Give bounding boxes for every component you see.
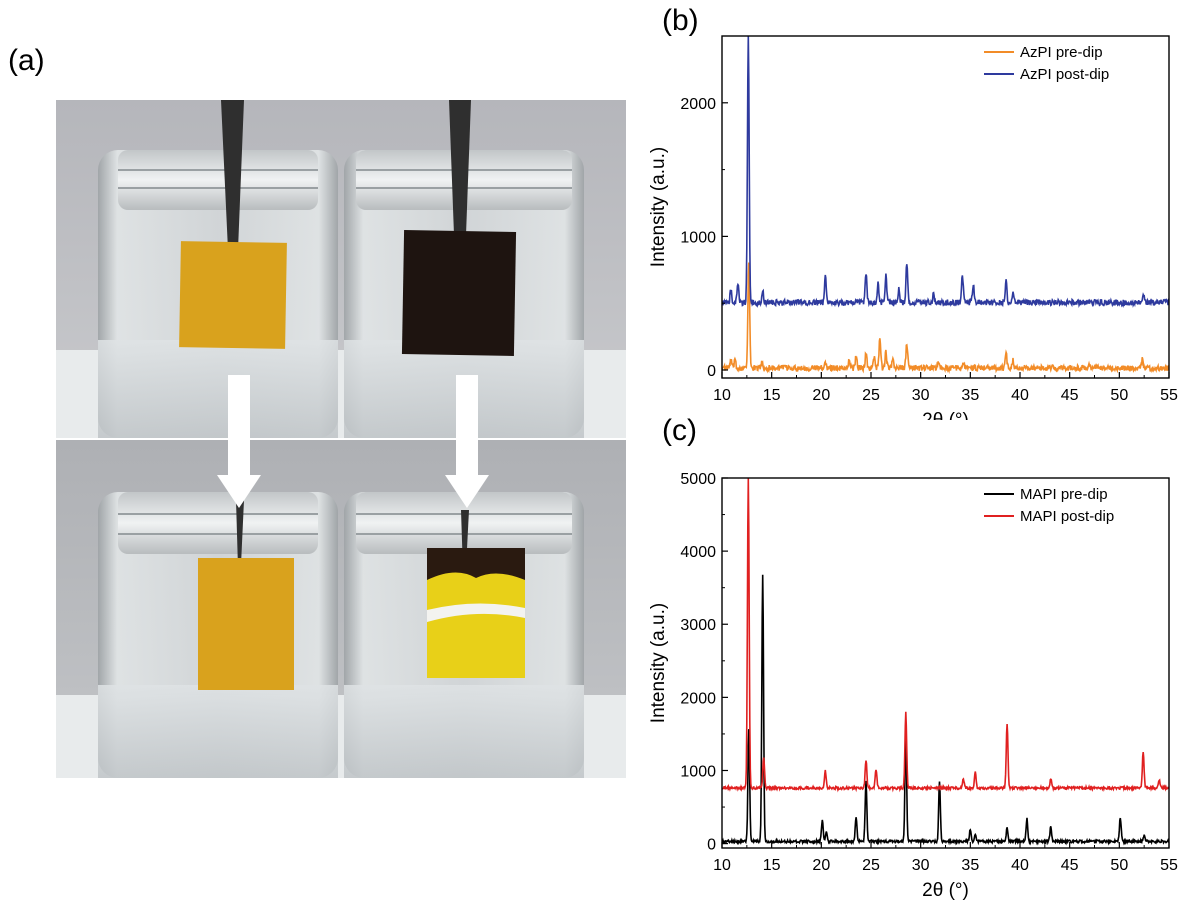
y-axis-label: Intensity (a.u.) [648,603,669,723]
series-line-b-0 [722,262,1169,374]
x-tick-label: 20 [812,387,830,404]
series-line-c-0 [722,574,1169,846]
down-arrow-icon [217,375,261,508]
xrd-chart-azpi: 10 15 20 25 30 35 40 45 50 55 0 1000 2000 2θ (°) Inten… [648,35,1178,420]
legend-entry: AzPI pre-dip [1020,44,1103,61]
down-arrow-icon [445,375,489,508]
y-tick-label: 4000 [680,544,716,561]
legend-entry: AzPI post-dip [1020,66,1109,83]
x-tick-label: 50 [1110,857,1128,874]
legend-entry: MAPI post-dip [1020,508,1114,525]
y-tick-label: 1000 [680,763,716,780]
azpi-film-before [179,241,287,349]
mapi-film-before [401,230,517,356]
x-tick-label: 15 [763,387,781,404]
x-axis-label: 2θ (°) [922,880,969,901]
panel-label-b: (b) [662,4,699,37]
photo-after [56,440,626,778]
x-axis-label: 2θ (°) [922,410,969,420]
x-tick-label: 45 [1061,857,1079,874]
plot-frame [721,477,1170,849]
x-tick-label: 45 [1061,387,1079,404]
x-tick-label: 20 [812,857,830,874]
xrd-chart-mapi: 10 15 20 25 30 35 40 45 50 55 0 1000 2000 3000 4000 500… [648,471,1178,901]
series-line-b-1 [722,36,1169,309]
azpi-film-after [198,558,294,690]
y-tick-label: 1000 [680,229,716,246]
y-axis-label: Intensity (a.u.) [648,147,669,267]
x-tick-label: 10 [713,387,731,404]
x-tick-label: 30 [912,387,930,404]
x-tick-label: 25 [862,387,880,404]
x-tick-label: 35 [961,387,979,404]
photo-before [56,100,626,438]
y-tick-label: 3000 [680,617,716,634]
x-tick-label: 10 [713,857,731,874]
series-line-c-1 [722,478,1169,793]
y-tick-label: 5000 [680,471,716,488]
x-tick-label: 35 [961,857,979,874]
y-tick-label: 2000 [680,96,716,113]
x-tick-label: 25 [862,857,880,874]
plot-frame [721,35,1170,379]
x-tick-label: 15 [763,857,781,874]
y-tick-label: 2000 [680,690,716,707]
y-tick-label: 0 [707,363,716,380]
y-tick-label: 0 [707,837,716,854]
x-tick-label: 40 [1011,387,1029,404]
panel-label-c: (c) [662,414,697,447]
legend-entry: MAPI pre-dip [1020,486,1108,503]
x-tick-label: 50 [1110,387,1128,404]
vial-photograph [56,100,626,778]
x-tick-label: 40 [1011,857,1029,874]
x-tick-label: 55 [1160,857,1178,874]
x-tick-label: 55 [1160,387,1178,404]
x-tick-label: 30 [912,857,930,874]
panel-label-a: (a) [8,44,45,77]
